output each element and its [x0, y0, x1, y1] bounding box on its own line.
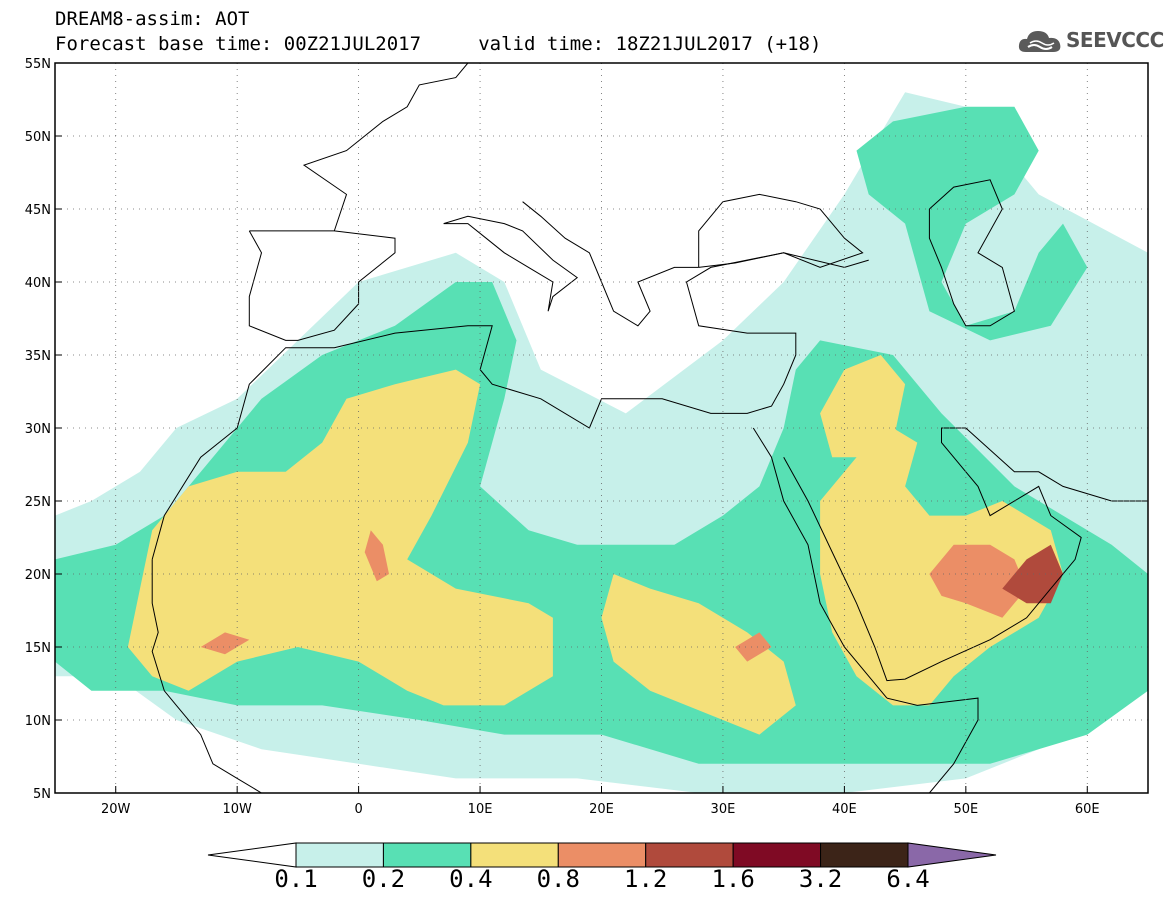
lon-tick-label: 10E — [468, 802, 493, 817]
map-title: DREAM8-assim: AOT — [55, 8, 250, 30]
colorbar-label: 1.6 — [711, 865, 755, 893]
colorbar-box — [732, 842, 822, 868]
logo-text: SEEVCCC — [1066, 28, 1164, 52]
lat-tick-label: 40N — [25, 276, 51, 291]
coastline-iberia — [248, 230, 396, 341]
colorbar — [207, 842, 997, 868]
lat-tick-label: 25N — [25, 495, 51, 510]
colorbar-box — [557, 842, 647, 868]
axis-ticks: 20W 10W 0 10E 20E 30E 40E 50E 60E 5N 10N 15N 20N 25N 3… — [25, 57, 1100, 817]
coastline-black-sea — [698, 193, 864, 268]
lon-tick-label: 30E — [711, 802, 736, 817]
map-subtitle: Forecast base time: 00Z21JUL2017 valid t… — [55, 33, 822, 55]
colorbar-label: 0.1 — [274, 865, 318, 893]
aot-region-level-4 — [735, 632, 772, 662]
lat-tick-label: 45N — [25, 203, 51, 218]
lat-tick-label: 55N — [25, 57, 51, 72]
colorbar-label: 6.4 — [886, 865, 930, 893]
colorbar-box — [645, 842, 734, 868]
colorbar-high-arrow — [907, 842, 997, 868]
aot-region-level-4 — [200, 632, 250, 655]
coastline-italy — [443, 215, 579, 312]
lat-tick-label: 20N — [25, 568, 51, 583]
lon-tick-label: 20W — [101, 802, 131, 817]
lon-tick-label: 0 — [354, 802, 362, 817]
cloud-icon — [1018, 31, 1061, 52]
colorbar-box — [382, 842, 472, 868]
graticule — [55, 63, 1148, 793]
lat-tick-label: 15N — [25, 641, 51, 656]
coastline-red-sea-west — [752, 427, 888, 699]
aot-region-level-2 — [856, 106, 1088, 341]
coastline-west-africa — [151, 252, 869, 560]
coastline-adriatic-balkans — [522, 201, 699, 327]
lon-tick-label: 50E — [953, 802, 978, 817]
lat-tick-label: 50N — [25, 130, 51, 145]
colorbar-label: 0.2 — [361, 865, 406, 893]
colorbar-label: 0.4 — [449, 865, 493, 893]
seevccc-logo: SEEVCCC — [1016, 22, 1164, 58]
lon-tick-label: 20E — [589, 802, 614, 817]
lat-tick-label: 5N — [33, 787, 51, 802]
coastline-horn-of-africa — [886, 697, 979, 793]
coastline-red-sea-east — [783, 427, 1148, 682]
colorbar-label: 1.2 — [624, 865, 668, 893]
coastline-west-coast-south — [151, 559, 262, 793]
colorbar-label: 3.2 — [798, 865, 843, 893]
lon-tick-label: 10W — [222, 802, 252, 817]
lat-tick-label: 10N — [25, 714, 51, 729]
aot-region-level-3 — [820, 355, 906, 458]
colorbar-box — [820, 842, 909, 868]
lat-tick-label: 35N — [25, 349, 51, 364]
colorbar-label: 0.8 — [536, 865, 580, 893]
aot-region-level-3 — [127, 369, 553, 706]
colorbar-box — [470, 842, 559, 868]
lon-tick-label: 40E — [832, 802, 857, 817]
aot-region-level-5 — [1002, 544, 1063, 604]
aot-region-level-4 — [929, 544, 1027, 618]
aot-region-level-4 — [364, 530, 389, 582]
coastline-france-north — [302, 63, 469, 232]
aot-region-level-3 — [601, 574, 796, 735]
lat-tick-label: 30N — [25, 422, 51, 437]
coastline-caspian — [928, 179, 1015, 327]
coastlines — [151, 63, 1148, 793]
colorbar-box — [295, 842, 384, 868]
aot-field — [55, 92, 1148, 793]
lon-tick-label: 60E — [1075, 802, 1100, 817]
colorbar-low-arrow — [207, 842, 297, 868]
